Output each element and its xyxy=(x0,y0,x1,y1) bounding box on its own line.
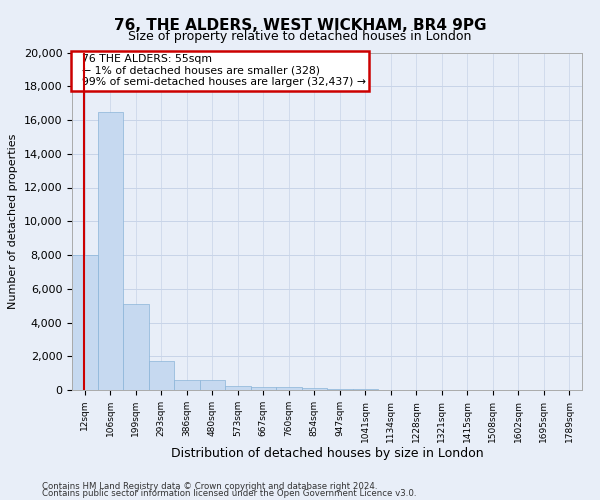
Text: 76 THE ALDERS: 55sqm
  ← 1% of detached houses are smaller (328)
  99% of semi-d: 76 THE ALDERS: 55sqm ← 1% of detached ho… xyxy=(74,54,365,88)
Bar xyxy=(199,380,225,390)
Text: Contains public sector information licensed under the Open Government Licence v3: Contains public sector information licen… xyxy=(42,490,416,498)
Text: Size of property relative to detached houses in London: Size of property relative to detached ho… xyxy=(128,30,472,43)
X-axis label: Distribution of detached houses by size in London: Distribution of detached houses by size … xyxy=(170,448,484,460)
Bar xyxy=(97,112,123,390)
Bar xyxy=(251,386,276,390)
Bar xyxy=(276,388,302,390)
Bar xyxy=(225,386,251,390)
Text: 76, THE ALDERS, WEST WICKHAM, BR4 9PG: 76, THE ALDERS, WEST WICKHAM, BR4 9PG xyxy=(114,18,486,32)
Bar xyxy=(302,388,327,390)
Bar xyxy=(174,380,199,390)
Y-axis label: Number of detached properties: Number of detached properties xyxy=(8,134,18,309)
Text: Contains HM Land Registry data © Crown copyright and database right 2024.: Contains HM Land Registry data © Crown c… xyxy=(42,482,377,491)
Bar xyxy=(327,389,353,390)
Bar xyxy=(149,362,174,390)
Bar xyxy=(72,255,97,390)
Bar xyxy=(123,304,149,390)
